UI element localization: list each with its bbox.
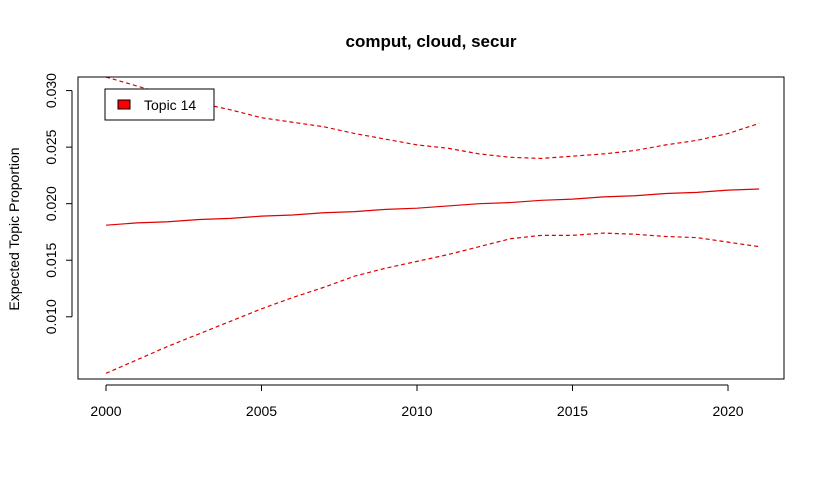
y-axis: 0.010 0.015 0.020 0.025 0.030: [43, 73, 73, 334]
series-layer: [105, 77, 760, 374]
chart-title: comput, cloud, secur: [346, 32, 517, 51]
y-tick-label: 0.010: [43, 299, 59, 334]
y-axis-label: Expected Topic Proportion: [6, 147, 22, 310]
y-tick-label: 0.025: [43, 129, 59, 164]
x-tick-label: 2015: [557, 403, 588, 419]
x-tick-label: 2010: [401, 403, 432, 419]
series-line-estimate: [105, 188, 760, 226]
x-axis: 2000 2005 2010 2015 2020: [90, 384, 744, 419]
x-tick-label: 2020: [712, 403, 743, 419]
y-tick-label: 0.020: [43, 186, 59, 221]
plot-frame: [77, 76, 785, 380]
series-line-lower: [105, 232, 760, 374]
x-tick-label: 2000: [90, 403, 121, 419]
legend: Topic 14: [104, 88, 215, 121]
x-tick-label: 2005: [246, 403, 277, 419]
series-line-upper: [105, 77, 760, 160]
legend-swatch-topic-14: [117, 99, 131, 110]
y-tick-label: 0.030: [43, 73, 59, 108]
legend-label-topic-14: Topic 14: [144, 97, 196, 113]
y-tick-label: 0.015: [43, 243, 59, 278]
